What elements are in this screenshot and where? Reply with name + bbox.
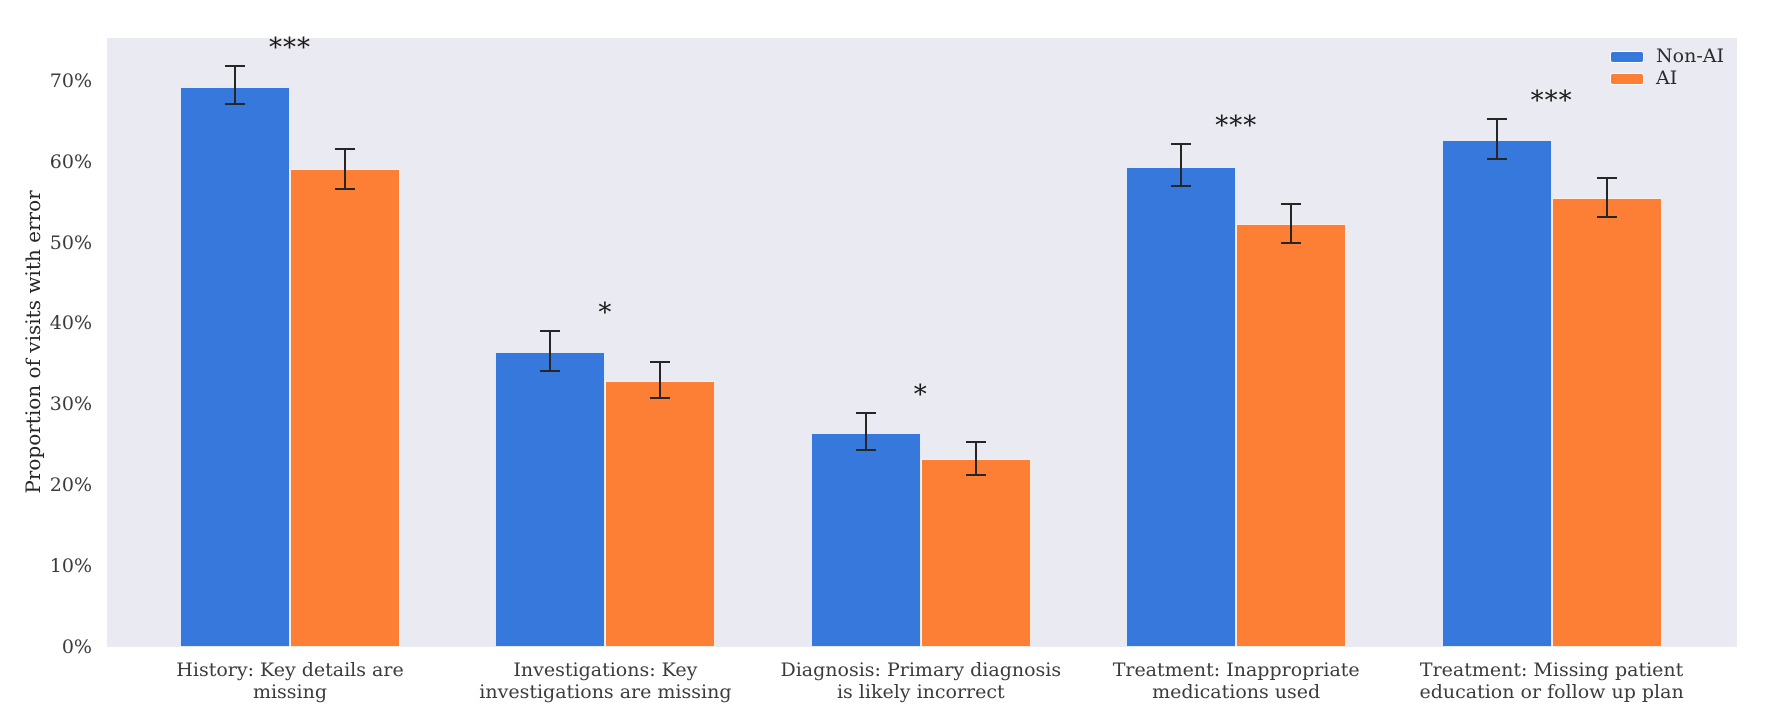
bar-nonai-3 — [1126, 166, 1237, 647]
x-category-label: Treatment: Missing patient education or … — [1419, 659, 1684, 703]
y-tick-label: 60% — [49, 150, 92, 173]
y-tick-label: 0% — [61, 636, 92, 658]
significance-marker: *** — [1530, 85, 1573, 116]
error-bar-line — [1290, 203, 1293, 243]
error-bar-cap — [965, 473, 986, 476]
error-bar-cap — [855, 448, 876, 451]
error-bar-cap — [225, 102, 245, 105]
error-bar-cap — [540, 370, 561, 373]
error-bar-cap — [1486, 117, 1507, 120]
error-bar-cap — [540, 329, 561, 332]
x-category-label: Treatment: Inappropriate medications use… — [1112, 659, 1360, 703]
legend: Non-AI AI — [1611, 45, 1724, 89]
bar-ai-0 — [290, 169, 400, 647]
x-category-label: Diagnosis: Primary diagnosis is likely i… — [780, 659, 1062, 703]
error-bar-cap — [1281, 202, 1302, 205]
error-bar-cap — [965, 440, 986, 443]
bar-ai-2 — [920, 459, 1031, 647]
error-bar-cap — [1486, 158, 1507, 161]
bar-ai-1 — [605, 380, 716, 647]
significance-marker: *** — [1215, 110, 1258, 141]
legend-item-non-ai: Non-AI — [1611, 45, 1724, 67]
y-tick-label: 50% — [49, 231, 92, 254]
error-bar-line — [659, 361, 662, 398]
error-bar-line — [344, 148, 346, 190]
legend-item-ai: AI — [1611, 67, 1724, 89]
y-tick-label: 40% — [49, 312, 92, 335]
bar-ai-3 — [1236, 224, 1347, 647]
legend-label-non-ai: Non-AI — [1656, 45, 1724, 67]
error-bar-cap — [225, 65, 245, 68]
error-bar-cap — [650, 396, 671, 399]
legend-swatch-ai — [1611, 73, 1644, 84]
significance-marker: * — [913, 380, 928, 411]
error-bar-line — [864, 413, 867, 450]
error-bar-line — [1605, 177, 1608, 217]
bar-nonai-0 — [180, 87, 290, 647]
error-bar-line — [1180, 143, 1183, 186]
legend-label-ai: AI — [1656, 67, 1678, 89]
error-bar-cap — [650, 360, 671, 363]
error-bar-cap — [855, 412, 876, 415]
bar-nonai-4 — [1441, 139, 1552, 647]
error-bar-cap — [1596, 176, 1617, 179]
error-bar-cap — [1596, 215, 1617, 218]
y-tick-label: 70% — [49, 69, 92, 92]
x-category-label: History: Key details are missing — [176, 659, 404, 703]
error-bar-cap — [335, 147, 355, 150]
error-bar-line — [1495, 118, 1498, 160]
legend-swatch-non-ai — [1611, 51, 1644, 62]
bar-nonai-2 — [810, 432, 921, 647]
error-bar-cap — [335, 188, 355, 191]
bar-ai-4 — [1551, 198, 1662, 647]
y-tick-label: 30% — [49, 393, 92, 416]
significance-marker: * — [598, 297, 613, 328]
error-bar-line — [549, 330, 552, 372]
significance-marker: *** — [269, 33, 311, 64]
error-bar-cap — [1171, 185, 1192, 187]
y-tick-label: 20% — [49, 474, 92, 497]
error-bar-cap — [1171, 142, 1192, 145]
error-bar-cap — [1281, 241, 1302, 244]
x-category-label: Investigations: Key investigations are m… — [479, 659, 732, 703]
y-tick-label: 10% — [49, 555, 92, 578]
bar-nonai-1 — [495, 351, 606, 647]
error-bar-line — [974, 441, 977, 475]
error-bar-line — [234, 66, 236, 104]
